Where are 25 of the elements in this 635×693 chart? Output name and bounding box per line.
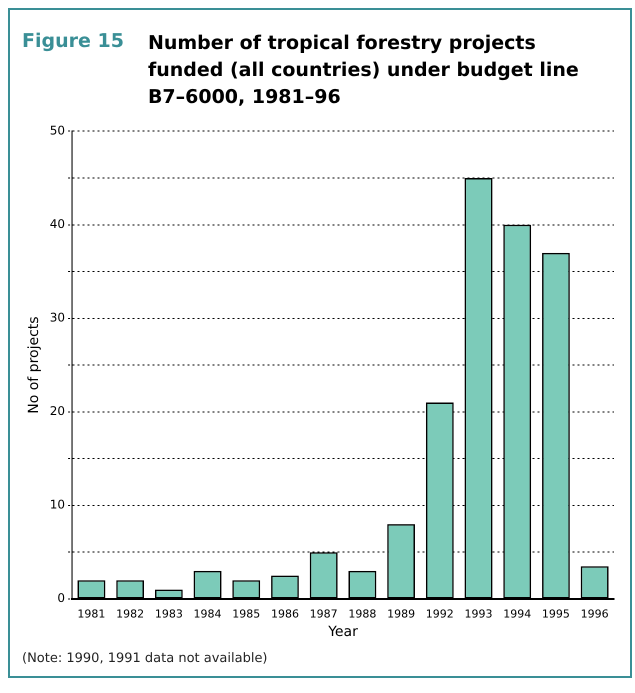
x-tick-label: 1996 xyxy=(580,607,609,620)
x-tick-label: 1995 xyxy=(542,607,570,620)
x-tick-label: 1981 xyxy=(77,607,106,620)
x-tick-label: 1993 xyxy=(464,607,493,620)
x-tick-label: 1992 xyxy=(426,607,454,620)
x-tick-label: 1994 xyxy=(503,607,532,620)
x-tick-label: 1982 xyxy=(116,607,144,620)
y-tick-label: 10 xyxy=(50,498,66,512)
y-tick-label: 30 xyxy=(50,310,66,324)
chart-title: Number of tropical forestry projects funded (all countries) under budget line B7–6000, 1981–96 xyxy=(148,31,580,110)
x-tick-label: 1987 xyxy=(310,607,338,620)
x-axis-title: Year xyxy=(327,624,358,640)
x-tick-label: 1985 xyxy=(232,607,260,620)
x-tick-label: 1986 xyxy=(270,607,299,620)
y-tick-label: 50 xyxy=(50,123,66,138)
x-tick-label: 1983 xyxy=(154,607,183,620)
y-tick-label: 0 xyxy=(57,591,66,606)
text: (Note: 1990, 1991 data not available) xyxy=(22,651,269,666)
y-tick-label: 40 xyxy=(50,216,66,231)
y-tick-label: 20 xyxy=(50,404,66,418)
chart-subtitle: Figure 15 xyxy=(22,30,124,54)
x-tick-label: 1988 xyxy=(348,607,376,620)
x-tick-label: 1989 xyxy=(387,607,416,620)
x-tick-label: 1984 xyxy=(194,607,222,620)
y-axis-title: No of projects xyxy=(26,316,42,414)
